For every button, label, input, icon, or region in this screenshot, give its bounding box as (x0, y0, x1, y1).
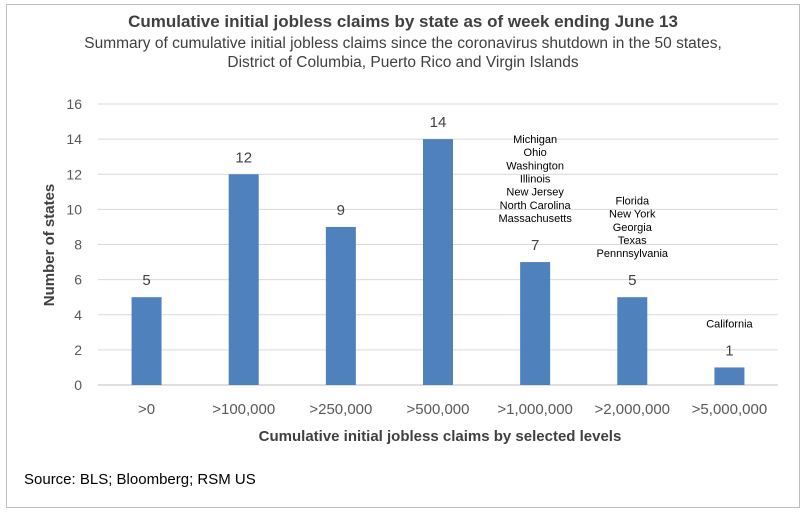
y-tick-label: 8 (74, 237, 82, 253)
data-labels: 5 12 9 14 7 5 1 (142, 114, 733, 359)
y-tick-label: 12 (66, 166, 82, 182)
y-tick-labels: 0 2 4 6 8 10 12 14 16 (66, 96, 82, 393)
annotation-state: Ohio (524, 147, 547, 159)
bar (325, 226, 356, 385)
bar (520, 262, 551, 385)
annotation-state: North Carolina (500, 200, 572, 212)
x-tick-label: >0 (138, 401, 155, 418)
annotation-state: Michigan (513, 134, 557, 146)
y-axis-label: Number of states (41, 184, 58, 307)
bar (423, 139, 453, 385)
annotation-state: Florida (615, 195, 650, 207)
annotation-state: New York (609, 209, 656, 221)
x-tick-label: >250,000 (309, 401, 372, 418)
annotation-state: Georgia (613, 222, 653, 234)
annotation-state: New Jersey (506, 187, 564, 199)
data-label: 5 (628, 272, 636, 289)
y-tick-label: 4 (74, 307, 82, 323)
data-label: 5 (142, 272, 150, 289)
y-tick-label: 10 (66, 201, 82, 217)
annotation-state: California (706, 318, 753, 330)
bar (714, 367, 745, 385)
data-label: 7 (531, 237, 539, 254)
y-tick-label: 2 (74, 342, 82, 358)
bar (617, 297, 648, 385)
source-note: Source: BLS; Bloomberg; RSM US (24, 471, 256, 488)
chart-subtitle: Summary of cumulative initial jobless cl… (84, 35, 722, 71)
annotation-state: Washington (506, 160, 564, 172)
data-label: 12 (235, 149, 252, 166)
chart-title: Cumulative initial jobless claims by sta… (128, 12, 678, 31)
data-label: 9 (337, 202, 345, 219)
x-tick-label: >5,000,000 (692, 401, 768, 418)
annotation-state: Massachusetts (498, 213, 572, 225)
x-tick-label: >500,000 (407, 401, 470, 418)
bar (228, 174, 259, 385)
data-label: 1 (725, 342, 733, 359)
y-tick-label: 14 (66, 131, 82, 147)
x-axis-label: Cumulative initial jobless claims by sel… (259, 428, 622, 445)
y-tick-label: 0 (74, 377, 82, 393)
annotation-state: Pennnsylvania (597, 248, 669, 260)
x-tick-label: >2,000,000 (595, 401, 671, 418)
bars (131, 139, 745, 385)
chart-frame (6, 4, 800, 508)
y-tick-label: 16 (66, 96, 82, 112)
x-tick-label: >1,000,000 (497, 401, 573, 418)
x-tick-labels: >0 >100,000 >250,000 >500,000 >1,000,000 >2,0… (138, 401, 767, 418)
x-tick-label: >100,000 (212, 401, 275, 418)
annotation-state: Texas (618, 235, 647, 247)
bar (131, 297, 162, 385)
data-label: 14 (430, 114, 447, 131)
y-tick-label: 6 (74, 272, 82, 288)
annotation-state: Illinois (520, 173, 551, 185)
